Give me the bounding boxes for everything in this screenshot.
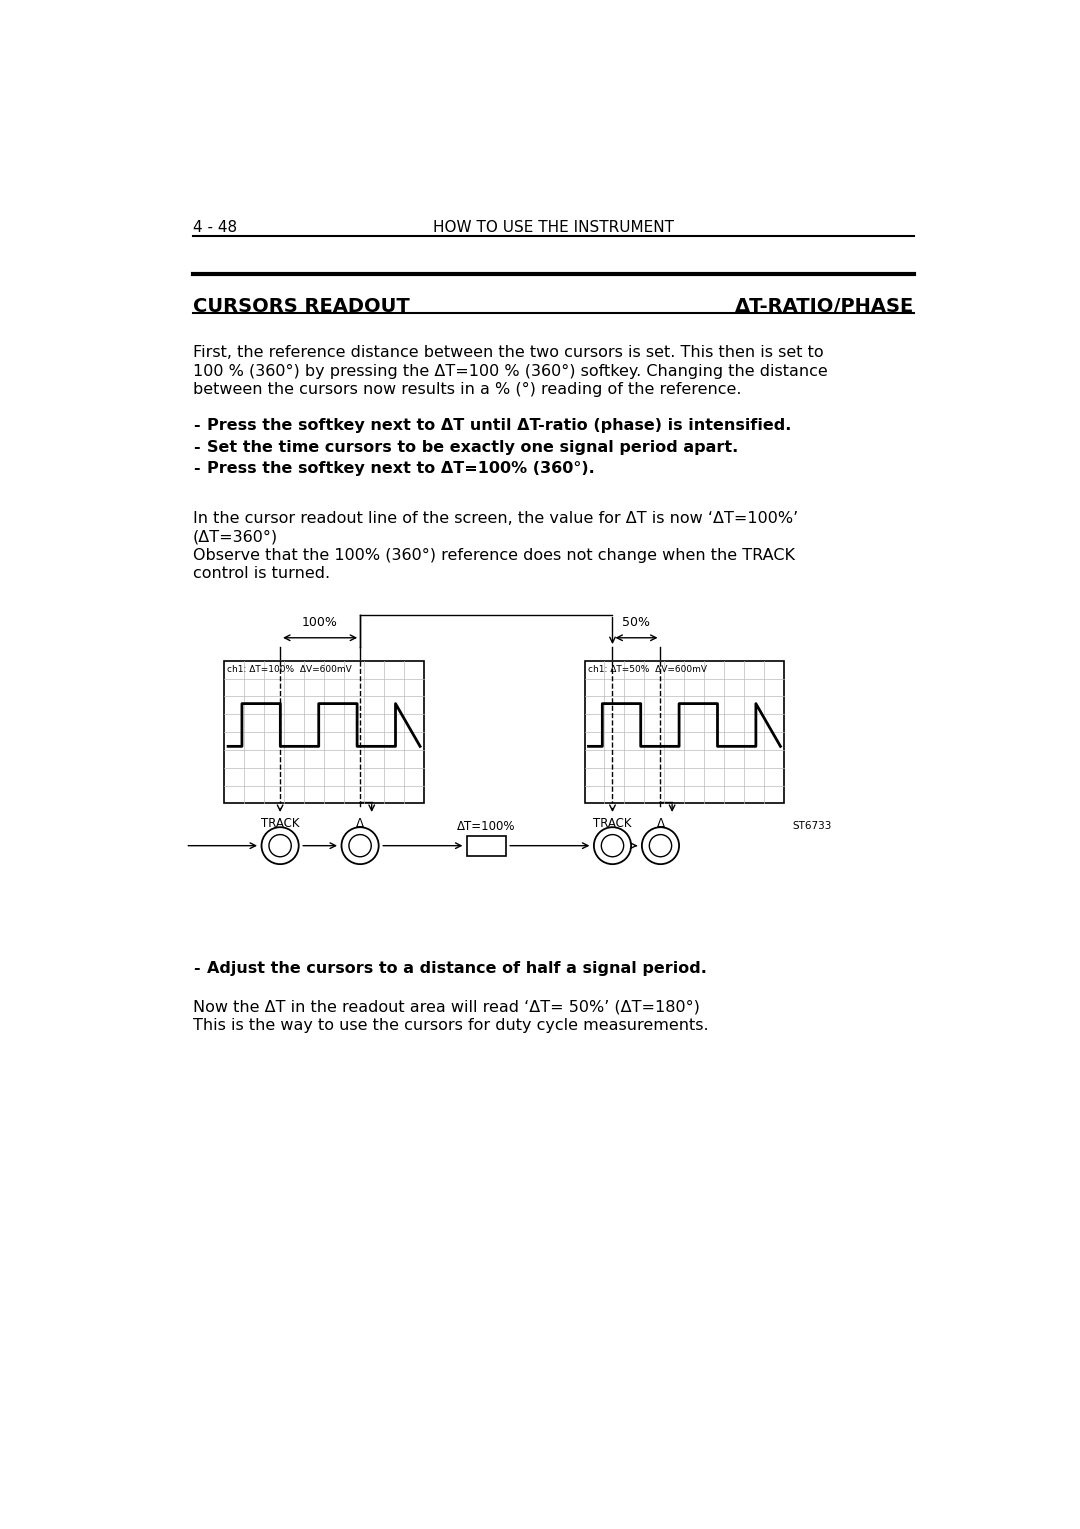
Text: In the cursor readout line of the screen, the value for ΔT is now ‘ΔT=100%’: In the cursor readout line of the screen… (193, 511, 798, 526)
Text: -: - (193, 462, 200, 477)
Text: This is the way to use the cursors for duty cycle measurements.: This is the way to use the cursors for d… (193, 1018, 708, 1034)
Text: (ΔT=360°): (ΔT=360°) (193, 529, 279, 544)
Bar (584, 661, 784, 803)
Text: 4 - 48: 4 - 48 (193, 220, 238, 235)
Text: control is turned.: control is turned. (193, 566, 330, 581)
Text: -: - (193, 962, 200, 976)
Text: Adjust the cursors to a distance of half a signal period.: Adjust the cursors to a distance of half… (207, 962, 707, 976)
Text: 100%: 100% (302, 616, 338, 628)
Text: Press the softkey next to ΔT=100% (360°).: Press the softkey next to ΔT=100% (360°)… (207, 462, 595, 477)
Text: 100 % (360°) by pressing the ΔT=100 % (360°) softkey. Changing the distance: 100 % (360°) by pressing the ΔT=100 % (3… (193, 364, 828, 379)
Text: ΔT=100%: ΔT=100% (457, 820, 515, 833)
Text: Now the ΔT in the readout area will read ‘ΔT= 50%’ (ΔT=180°): Now the ΔT in the readout area will read… (193, 1000, 700, 1015)
Text: CURSORS READOUT: CURSORS READOUT (193, 298, 410, 317)
Bar (225, 661, 424, 803)
Text: -: - (193, 440, 200, 456)
Text: 50%: 50% (622, 616, 650, 628)
Text: ch1: ΔT=50%  ΔV=600mV: ch1: ΔT=50% ΔV=600mV (588, 665, 706, 674)
Text: Δ: Δ (356, 816, 364, 830)
Text: ST6733: ST6733 (793, 821, 832, 832)
Text: TRACK: TRACK (261, 816, 299, 830)
Text: Δ: Δ (657, 816, 664, 830)
Text: ch1: ΔT=100%  ΔV=600mV: ch1: ΔT=100% ΔV=600mV (227, 665, 352, 674)
Bar (467, 836, 505, 856)
Text: Observe that the 100% (360°) reference does not change when the TRACK: Observe that the 100% (360°) reference d… (193, 547, 795, 563)
Text: TRACK: TRACK (593, 816, 632, 830)
Text: HOW TO USE THE INSTRUMENT: HOW TO USE THE INSTRUMENT (433, 220, 674, 235)
Text: Press the softkey next to ΔT until ΔT-ratio (phase) is intensified.: Press the softkey next to ΔT until ΔT-ra… (207, 419, 792, 433)
Text: between the cursors now results in a % (°) reading of the reference.: between the cursors now results in a % (… (193, 382, 742, 398)
Text: Set the time cursors to be exactly one signal period apart.: Set the time cursors to be exactly one s… (207, 440, 739, 456)
Text: -: - (193, 419, 200, 433)
Text: First, the reference distance between the two cursors is set. This then is set t: First, the reference distance between th… (193, 346, 824, 361)
Text: ΔT-RATIO/PHASE: ΔT-RATIO/PHASE (734, 298, 914, 317)
